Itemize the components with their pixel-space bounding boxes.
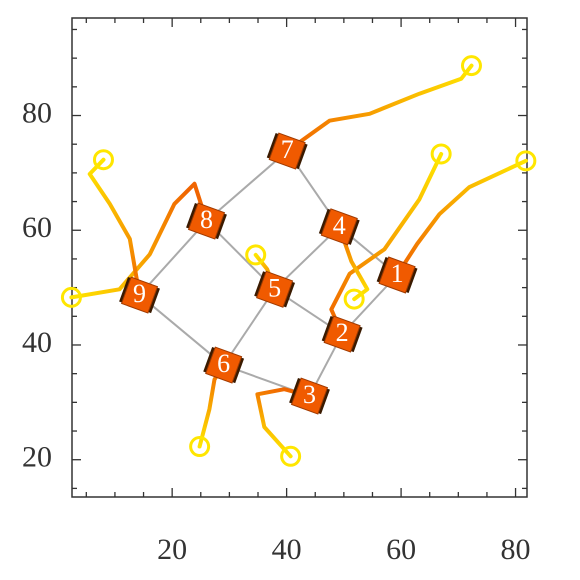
y-tick-label: 40 xyxy=(22,326,52,359)
formation-edge xyxy=(222,288,276,366)
start-point xyxy=(343,288,365,310)
robot-body xyxy=(256,270,294,308)
start-point xyxy=(92,149,114,171)
x-tick-label: 60 xyxy=(386,533,416,566)
robot xyxy=(289,377,330,415)
robot-label: 4 xyxy=(333,211,346,240)
start-point xyxy=(60,286,82,308)
formation-edge xyxy=(205,150,288,222)
robot-label: 8 xyxy=(200,205,213,234)
trajectory xyxy=(69,181,209,300)
trajectory xyxy=(329,152,444,337)
robot-body xyxy=(320,208,358,246)
robot xyxy=(119,276,160,314)
y-tick-label: 80 xyxy=(22,96,52,129)
start-point xyxy=(515,150,537,172)
start-point xyxy=(189,436,211,458)
robot-label: 6 xyxy=(217,349,230,378)
robot xyxy=(321,315,363,353)
x-tick-label: 40 xyxy=(272,533,302,566)
start-point xyxy=(460,55,482,77)
y-tick-label: 60 xyxy=(22,211,52,244)
trajectory xyxy=(87,157,142,298)
start-point xyxy=(430,143,452,165)
plot-frame xyxy=(71,17,528,498)
robot xyxy=(203,346,245,384)
robot-label: 3 xyxy=(303,380,316,409)
robot-label: 5 xyxy=(268,273,281,302)
robot xyxy=(376,256,418,294)
robot-body xyxy=(290,377,329,415)
robot xyxy=(266,132,308,170)
robot-body xyxy=(378,256,416,294)
formation-edge xyxy=(138,220,208,296)
robot xyxy=(186,202,227,240)
robot-label: 7 xyxy=(281,135,294,164)
robot-body xyxy=(120,276,159,314)
trajectory xyxy=(285,63,474,154)
robot xyxy=(318,208,360,246)
trajectory xyxy=(255,387,312,459)
robot xyxy=(254,270,296,308)
trajectory xyxy=(395,158,528,277)
start-point xyxy=(280,445,302,467)
y-tick-label: 20 xyxy=(22,441,52,474)
robot-body xyxy=(187,202,226,240)
robot-body xyxy=(205,346,243,384)
robot-label: 2 xyxy=(336,318,349,347)
robot-label: 9 xyxy=(133,279,146,308)
formation-edge xyxy=(138,294,225,366)
x-tick-label: 20 xyxy=(157,533,187,566)
robot-body xyxy=(323,315,361,353)
robot-body xyxy=(268,132,306,170)
start-point xyxy=(245,244,267,266)
x-tick-label: 80 xyxy=(501,533,531,566)
robot-label: 1 xyxy=(391,259,404,288)
